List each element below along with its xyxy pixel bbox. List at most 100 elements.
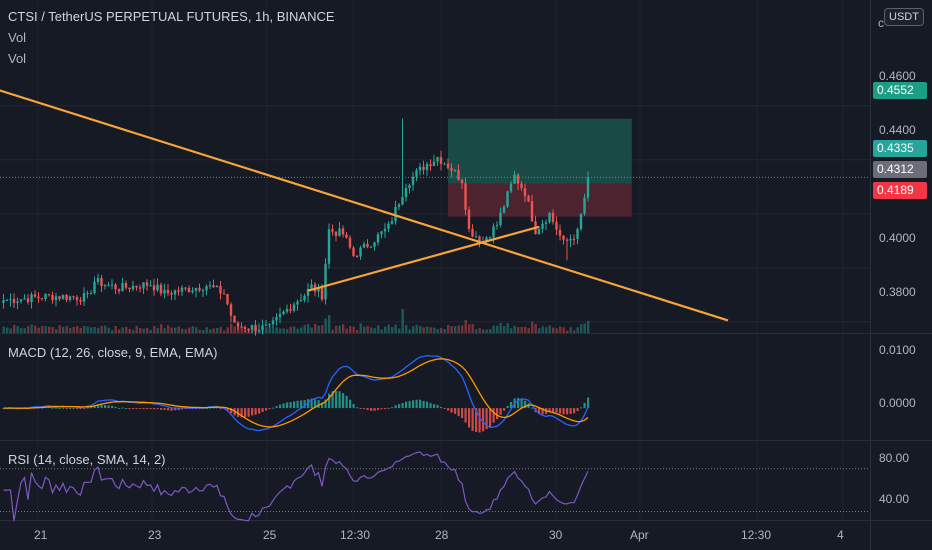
volume-bar xyxy=(412,326,415,333)
macd-histogram-bar xyxy=(212,407,215,409)
macd-line xyxy=(3,355,589,432)
volume-bar xyxy=(335,325,338,333)
volume-bar xyxy=(380,329,383,333)
volume-bar xyxy=(510,328,513,333)
macd-histogram-bar xyxy=(300,400,303,409)
macd-histogram-bar xyxy=(492,408,495,423)
candle xyxy=(443,163,446,165)
volume-bar xyxy=(538,328,541,333)
candle xyxy=(369,246,373,248)
time-tick: 25 xyxy=(263,528,277,542)
macd-tick: 0.0100 xyxy=(879,343,916,357)
candle xyxy=(219,285,222,294)
volume-bar xyxy=(573,330,576,333)
macd-histogram-bar xyxy=(335,391,338,409)
macd-histogram-bar xyxy=(107,405,110,409)
macd-histogram-bar xyxy=(279,404,282,409)
volume-bar xyxy=(100,325,103,333)
candle xyxy=(583,197,586,214)
candle xyxy=(334,231,338,236)
macd-histogram-bar xyxy=(317,400,320,409)
candle xyxy=(317,287,320,292)
macd-histogram-bar xyxy=(324,399,327,409)
volume-bar xyxy=(349,325,352,333)
macd-histogram-bar xyxy=(569,408,572,414)
volume-bar xyxy=(272,329,275,333)
macd-histogram-bar xyxy=(433,404,436,409)
currency-unit-button[interactable]: USDT xyxy=(884,8,924,26)
candle xyxy=(299,300,303,302)
candle xyxy=(523,188,527,197)
macd-histogram-bar xyxy=(307,399,310,409)
candle xyxy=(254,324,257,331)
volume-bar xyxy=(352,326,355,333)
macd-histogram-bar xyxy=(149,408,152,410)
volume-bar xyxy=(223,330,226,333)
volume-bar xyxy=(6,327,9,333)
candle xyxy=(229,304,233,316)
macd-histogram-bar xyxy=(247,408,250,417)
candle xyxy=(156,284,159,291)
volume-bar xyxy=(142,328,145,333)
candle xyxy=(205,286,208,291)
candle xyxy=(432,161,436,167)
macd-histogram-bar xyxy=(240,408,243,418)
volume-bar xyxy=(156,327,159,333)
candle xyxy=(194,287,198,291)
volume-bar xyxy=(391,327,394,333)
volume-bar xyxy=(170,327,173,333)
macd-histogram-bar xyxy=(531,407,534,409)
candle xyxy=(30,294,33,303)
signal-line xyxy=(3,358,589,428)
candle xyxy=(93,281,96,293)
time-tick: 23 xyxy=(148,528,162,542)
volume-bar xyxy=(128,328,131,333)
volume-bar xyxy=(485,329,488,333)
candle xyxy=(243,326,247,329)
candle xyxy=(530,201,534,222)
candle xyxy=(464,183,467,210)
volume-bar xyxy=(69,327,72,333)
candle xyxy=(177,290,180,292)
candle xyxy=(142,282,145,289)
macd-histogram-bar xyxy=(373,408,376,411)
volume-bar xyxy=(181,328,184,333)
volume-bar xyxy=(230,323,233,333)
volume-bar xyxy=(216,328,219,333)
candle xyxy=(124,283,128,288)
trendline-descending-resistance xyxy=(0,89,729,322)
volume-bar xyxy=(111,330,114,333)
macd-histogram-bar xyxy=(478,408,481,433)
time-tick: 12:30 xyxy=(741,528,772,542)
macd-histogram-bar xyxy=(132,408,135,410)
volume-bar xyxy=(55,329,58,333)
macd-histogram-bar xyxy=(370,408,373,411)
macd-histogram-bar xyxy=(394,405,397,409)
candle xyxy=(331,229,334,232)
volume-bar xyxy=(83,326,86,333)
volume-bar xyxy=(191,326,194,333)
volume-bar xyxy=(86,326,89,333)
macd-histogram-bar xyxy=(230,408,233,414)
volume-bar xyxy=(450,326,453,333)
candle xyxy=(23,298,26,300)
volume-bar xyxy=(177,326,180,333)
candle xyxy=(68,296,72,300)
candle xyxy=(103,284,107,287)
volume-bar xyxy=(51,327,54,333)
volume-bar xyxy=(289,326,292,333)
volume-bar xyxy=(359,323,362,333)
volume-bar xyxy=(167,325,170,333)
candle xyxy=(282,311,285,315)
volume-bar xyxy=(457,325,460,333)
macd-histogram-bar xyxy=(345,395,348,409)
volume-bar xyxy=(338,325,341,333)
time-tick: 28 xyxy=(435,528,449,542)
macd-histogram-bar xyxy=(111,405,114,409)
candle xyxy=(33,294,37,297)
volume-bar xyxy=(121,327,124,333)
candle xyxy=(439,157,443,164)
candle xyxy=(163,289,166,294)
macd-histogram-bar xyxy=(496,408,499,420)
